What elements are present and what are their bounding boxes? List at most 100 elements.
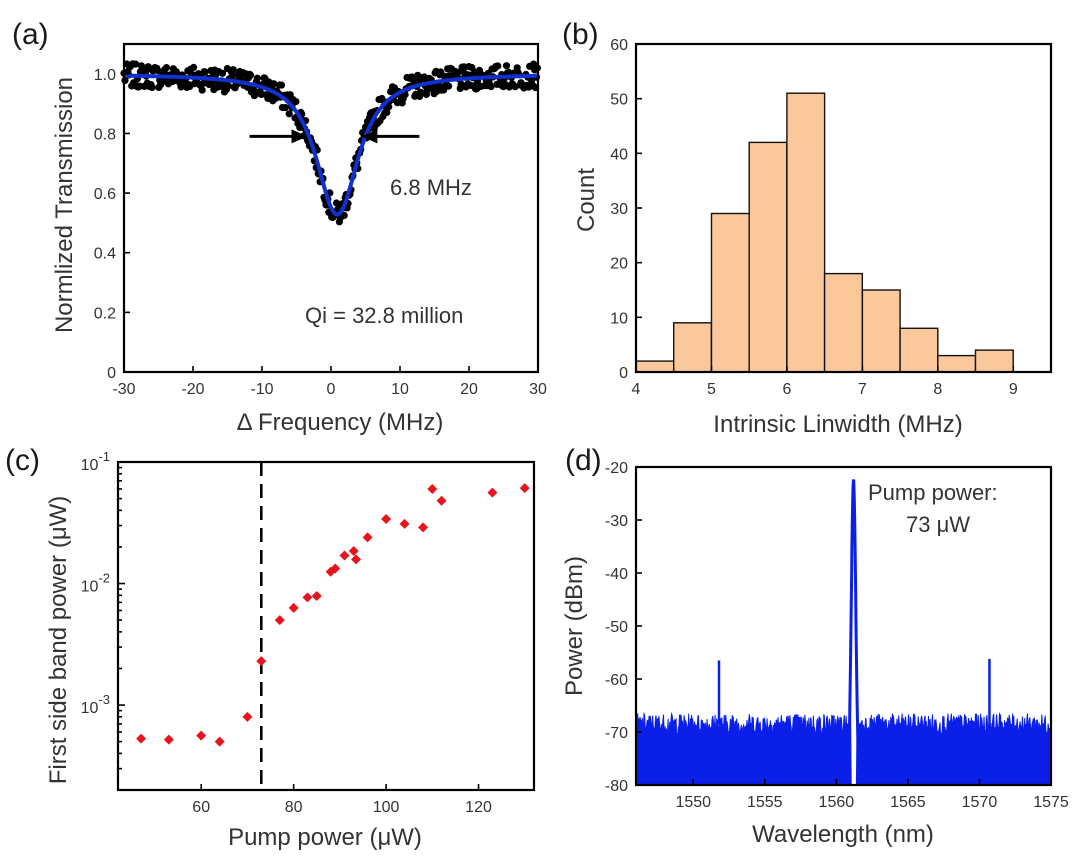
data-point [162, 64, 171, 72]
y-tick-label: -70 [605, 725, 628, 742]
x-tick-label: 7 [858, 381, 867, 398]
x-tick-label: 30 [529, 381, 547, 398]
data-point [214, 736, 225, 747]
y-tick-label: 0.6 [94, 186, 116, 203]
panel-d-y-axis-title: Power (dBm) [561, 556, 588, 696]
data-point [385, 103, 393, 111]
panel-d-spectrum: (d) 1550 1555 1560 1565 1570 1575 -80 -70 -60 -5… [561, 444, 1069, 848]
y-tick-label: 10-1 [81, 449, 110, 474]
x-tick-label: -10 [250, 381, 273, 398]
panel-a-transmission: (a) -30 -20 -10 0 10 20 30 0 0.2 0.4 0.6 0.8 1.0 Δ … [12, 18, 547, 436]
y-tick-label: 0 [619, 365, 628, 382]
data-point [285, 110, 293, 118]
data-point [136, 733, 147, 744]
y-tick-label: 60 [610, 37, 628, 54]
panel-a-plot-area [120, 60, 542, 226]
panel-d-y-ticks: -80 -70 -60 -50 -40 -30 -20 [605, 460, 642, 795]
data-point [274, 615, 285, 626]
data-point [445, 82, 453, 90]
panel-d-plot-area [635, 479, 1052, 786]
pump-peak [845, 479, 862, 781]
panel-a-label: (a) [12, 18, 49, 51]
data-point [302, 592, 313, 603]
panel-d-annotation-line2: 73 μW [906, 512, 970, 537]
data-point [399, 518, 410, 529]
data-point [196, 730, 207, 741]
panel-d-x-ticks: 1550 1555 1560 1565 1570 1575 [675, 779, 1069, 811]
panel-b-y-axis-title: Count [573, 168, 600, 232]
panel-c-x-axis-title: Pump power (μW) [228, 824, 422, 851]
panel-b-histogram: (b) 4 5 6 7 8 9 0 10 20 30 40 50 60 Intrinsic Linwi… [562, 18, 1053, 438]
data-point [277, 81, 286, 89]
x-tick-label: 80 [285, 799, 303, 816]
histogram-bar [899, 327, 939, 373]
right-arrow-head [361, 129, 378, 144]
data-point [270, 80, 278, 88]
data-point [281, 104, 289, 112]
y-tick-label: 30 [610, 201, 628, 218]
panel-a-linewidth-label: 6.8 MHz [390, 175, 472, 200]
histogram-bar [748, 141, 788, 373]
x-tick-label: 4 [632, 381, 641, 398]
panel-c-y-axis-title: First side band power (μW) [45, 496, 72, 785]
panel-a-y-ticks: 0 0.2 0.4 0.6 0.8 1.0 [94, 67, 130, 382]
data-point [228, 72, 236, 80]
panel-a-x-axis-title: Δ Frequency (MHz) [237, 409, 444, 436]
x-tick-label: 0 [327, 381, 336, 398]
noise-floor [635, 711, 1052, 786]
data-point [177, 83, 185, 91]
y-tick-label: -60 [605, 672, 628, 689]
panel-d-label: (d) [565, 444, 602, 477]
y-tick-label: -50 [605, 619, 628, 636]
data-point [163, 734, 174, 745]
data-point [427, 483, 438, 494]
data-point [253, 74, 261, 82]
data-point [487, 487, 498, 498]
histogram-bar [823, 272, 863, 373]
y-tick-label: 0 [107, 365, 116, 382]
y-tick-label: 10-3 [81, 692, 110, 717]
data-point [417, 88, 425, 96]
data-point [381, 513, 392, 524]
x-tick-label: 100 [373, 799, 400, 816]
data-point [418, 522, 429, 533]
panel-b-x-ticks: 4 5 6 7 8 9 [632, 366, 1018, 398]
data-point [190, 63, 198, 71]
data-point [224, 82, 232, 90]
data-point [218, 69, 227, 77]
panel-c-frame [116, 460, 536, 792]
data-point [246, 71, 255, 79]
data-point [229, 66, 237, 74]
data-point [339, 550, 350, 561]
data-point [330, 563, 341, 574]
x-tick-label: 8 [933, 381, 942, 398]
panel-d-annotation-line1: Pump power: [868, 480, 998, 505]
panel-c-x-ticks: 60 80 100 120 [192, 784, 492, 816]
x-tick-label: 6 [782, 381, 791, 398]
x-tick-label: 9 [1009, 381, 1018, 398]
panel-c-label: (c) [5, 444, 40, 477]
panel-d-x-axis-title: Wavelength (nm) [752, 821, 934, 848]
x-tick-label: 1550 [675, 794, 711, 811]
data-point [311, 590, 322, 601]
histogram-bar [710, 212, 750, 373]
panel-a-linewidth-arrows [249, 129, 420, 144]
panel-b-y-ticks: 0 10 20 30 40 50 60 [610, 37, 642, 382]
data-point [436, 495, 447, 506]
x-tick-label: 5 [707, 381, 716, 398]
x-tick-label: 1565 [890, 794, 926, 811]
x-tick-label: 20 [460, 381, 478, 398]
data-point [494, 62, 502, 70]
data-point [292, 98, 300, 106]
data-point [487, 83, 495, 91]
x-tick-label: 10 [391, 381, 409, 398]
data-point [201, 68, 209, 76]
y-tick-label: -20 [605, 460, 628, 477]
x-tick-label: 120 [465, 799, 492, 816]
data-point [362, 532, 373, 543]
panel-b-x-axis-title: Intrinsic Linwidth (MHz) [713, 411, 962, 438]
y-tick-label: -80 [605, 778, 628, 795]
y-tick-label: 0.4 [94, 246, 116, 263]
panel-a-q-label: Qi = 32.8 million [305, 303, 463, 328]
data-point [519, 483, 530, 494]
